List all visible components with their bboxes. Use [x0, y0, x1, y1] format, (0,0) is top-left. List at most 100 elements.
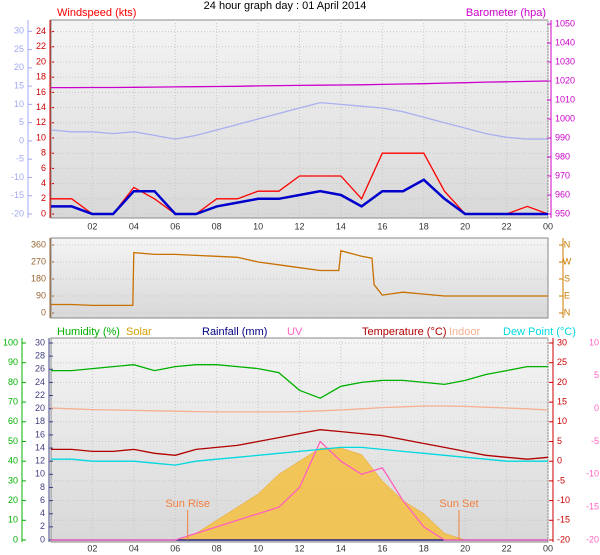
- x-tick-label: 12: [294, 543, 304, 553]
- y-tick-label: 4: [40, 508, 45, 518]
- y-tick-label: E: [564, 290, 570, 300]
- y-tick-label: 180: [31, 273, 46, 283]
- y-tick-label: 100: [3, 337, 18, 347]
- y-tick-label: 4: [41, 178, 46, 188]
- y-tick-label: 2: [41, 193, 46, 203]
- x-tick-label: 20: [460, 221, 470, 231]
- y-tick-label: 8: [41, 148, 46, 158]
- x-tick-label: 22: [502, 543, 512, 553]
- y-tick-label: 5: [594, 370, 599, 380]
- y-tick-label: 5: [557, 436, 562, 446]
- y-tick-label: 0: [41, 208, 46, 218]
- y-tick-label: -15: [557, 515, 570, 525]
- y-tick-label: N: [564, 307, 571, 317]
- x-tick-label: 18: [419, 543, 429, 553]
- x-tick-label: 00: [543, 543, 553, 553]
- x-tick-label: 04: [129, 221, 139, 231]
- y-tick-label: 950: [555, 208, 570, 218]
- x-tick-label: 10: [253, 543, 263, 553]
- x-tick-label: 08: [212, 221, 222, 231]
- x-tick-label: 12: [294, 221, 304, 231]
- x-tick-label: 06: [170, 543, 180, 553]
- y-tick-label: 30: [8, 475, 18, 485]
- y-tick-label: 10: [589, 337, 599, 347]
- y-tick-label: 10: [14, 99, 24, 109]
- y-tick-label: 15: [14, 80, 24, 90]
- legend-label: UV: [287, 326, 303, 338]
- y-tick-label: 0: [557, 456, 562, 466]
- y-tick-label: W: [563, 256, 572, 266]
- y-tick-label: N: [564, 239, 571, 249]
- y-tick-label: 1050: [555, 18, 575, 28]
- y-tick-label: 6: [41, 163, 46, 173]
- y-tick-label: 18: [35, 416, 45, 426]
- y-tick-label: 20: [8, 495, 18, 505]
- y-tick-label: 15: [557, 396, 567, 406]
- y-tick-label: 14: [35, 442, 45, 452]
- y-tick-label: 360: [31, 239, 46, 249]
- y-tick-label: 20: [35, 403, 45, 413]
- y-tick-label: 26: [35, 364, 45, 374]
- y-tick-label: 22: [35, 390, 45, 400]
- y-tick-label: -20: [557, 534, 570, 544]
- line: [51, 446, 548, 466]
- y-tick-label: 30: [35, 337, 45, 347]
- y-tick-label: 90: [36, 290, 46, 300]
- x-tick-label: 10: [253, 221, 263, 231]
- y-tick-label: 1000: [555, 113, 575, 123]
- y-tick-label: 0: [13, 534, 18, 544]
- y-tick-label: 0: [19, 135, 24, 145]
- y-tick-label: 1020: [555, 75, 575, 85]
- y-tick-label: -20: [586, 534, 599, 544]
- y-tick-label: 8: [40, 482, 45, 492]
- x-tick-label: 20: [460, 543, 470, 553]
- y-tick-label: 25: [557, 357, 567, 367]
- line: [51, 249, 548, 307]
- y-tick-label: 14: [36, 102, 46, 112]
- legend-label: Dew Point (°C): [503, 326, 576, 338]
- x-tick-label: 14: [336, 221, 346, 231]
- line: [50, 101, 548, 140]
- y-tick-label: 0: [594, 403, 599, 413]
- y-tick-label: 5: [19, 117, 24, 127]
- y-tick-label: 30: [557, 337, 567, 347]
- legend-label: Temperature (°C): [362, 326, 446, 338]
- legend-label: Solar: [126, 326, 152, 338]
- y-tick-label: 10: [36, 132, 46, 142]
- y-tick-label: 90: [8, 357, 18, 367]
- y-tick-label: -15: [586, 502, 599, 512]
- y-tick-label: 22: [36, 41, 46, 51]
- line: [51, 364, 548, 399]
- y-tick-label: 20: [36, 56, 46, 66]
- y-tick-label: 6: [40, 495, 45, 505]
- x-tick-label: 06: [170, 221, 180, 231]
- legend-label: Rainfall (mm): [202, 326, 267, 338]
- y-tick-label: -15: [11, 190, 24, 200]
- y-tick-label: 1010: [555, 94, 575, 104]
- y-tick-label: -5: [591, 436, 599, 446]
- x-tick-label: 16: [377, 221, 387, 231]
- legend-label: Indoor: [449, 326, 481, 338]
- y-tick-label: 990: [555, 132, 570, 142]
- annotation: Sun Set: [439, 498, 478, 510]
- y-tick-label: 80: [8, 377, 18, 387]
- y-tick-label: -10: [557, 495, 570, 505]
- y-tick-label: 24: [36, 26, 46, 36]
- y-tick-label: 960: [555, 189, 570, 199]
- y-tick-label: 24: [35, 377, 45, 387]
- y-tick-label: -5: [16, 154, 24, 164]
- x-tick-label: 16: [377, 543, 387, 553]
- y-tick-label: 1040: [555, 37, 575, 47]
- x-tick-label: 08: [212, 543, 222, 553]
- y-tick-label: 0: [40, 534, 45, 544]
- y-tick-label: 28: [35, 351, 45, 361]
- y-tick-label: 25: [14, 44, 24, 54]
- y-tick-label: 10: [8, 515, 18, 525]
- y-tick-label: -10: [11, 172, 24, 182]
- y-tick-label: 270: [31, 256, 46, 266]
- x-tick-label: 02: [87, 221, 97, 231]
- y-tick-label: 12: [35, 456, 45, 466]
- y-tick-label: 2: [40, 521, 45, 531]
- y-tick-label: 970: [555, 170, 570, 180]
- y-tick-label: 10: [557, 416, 567, 426]
